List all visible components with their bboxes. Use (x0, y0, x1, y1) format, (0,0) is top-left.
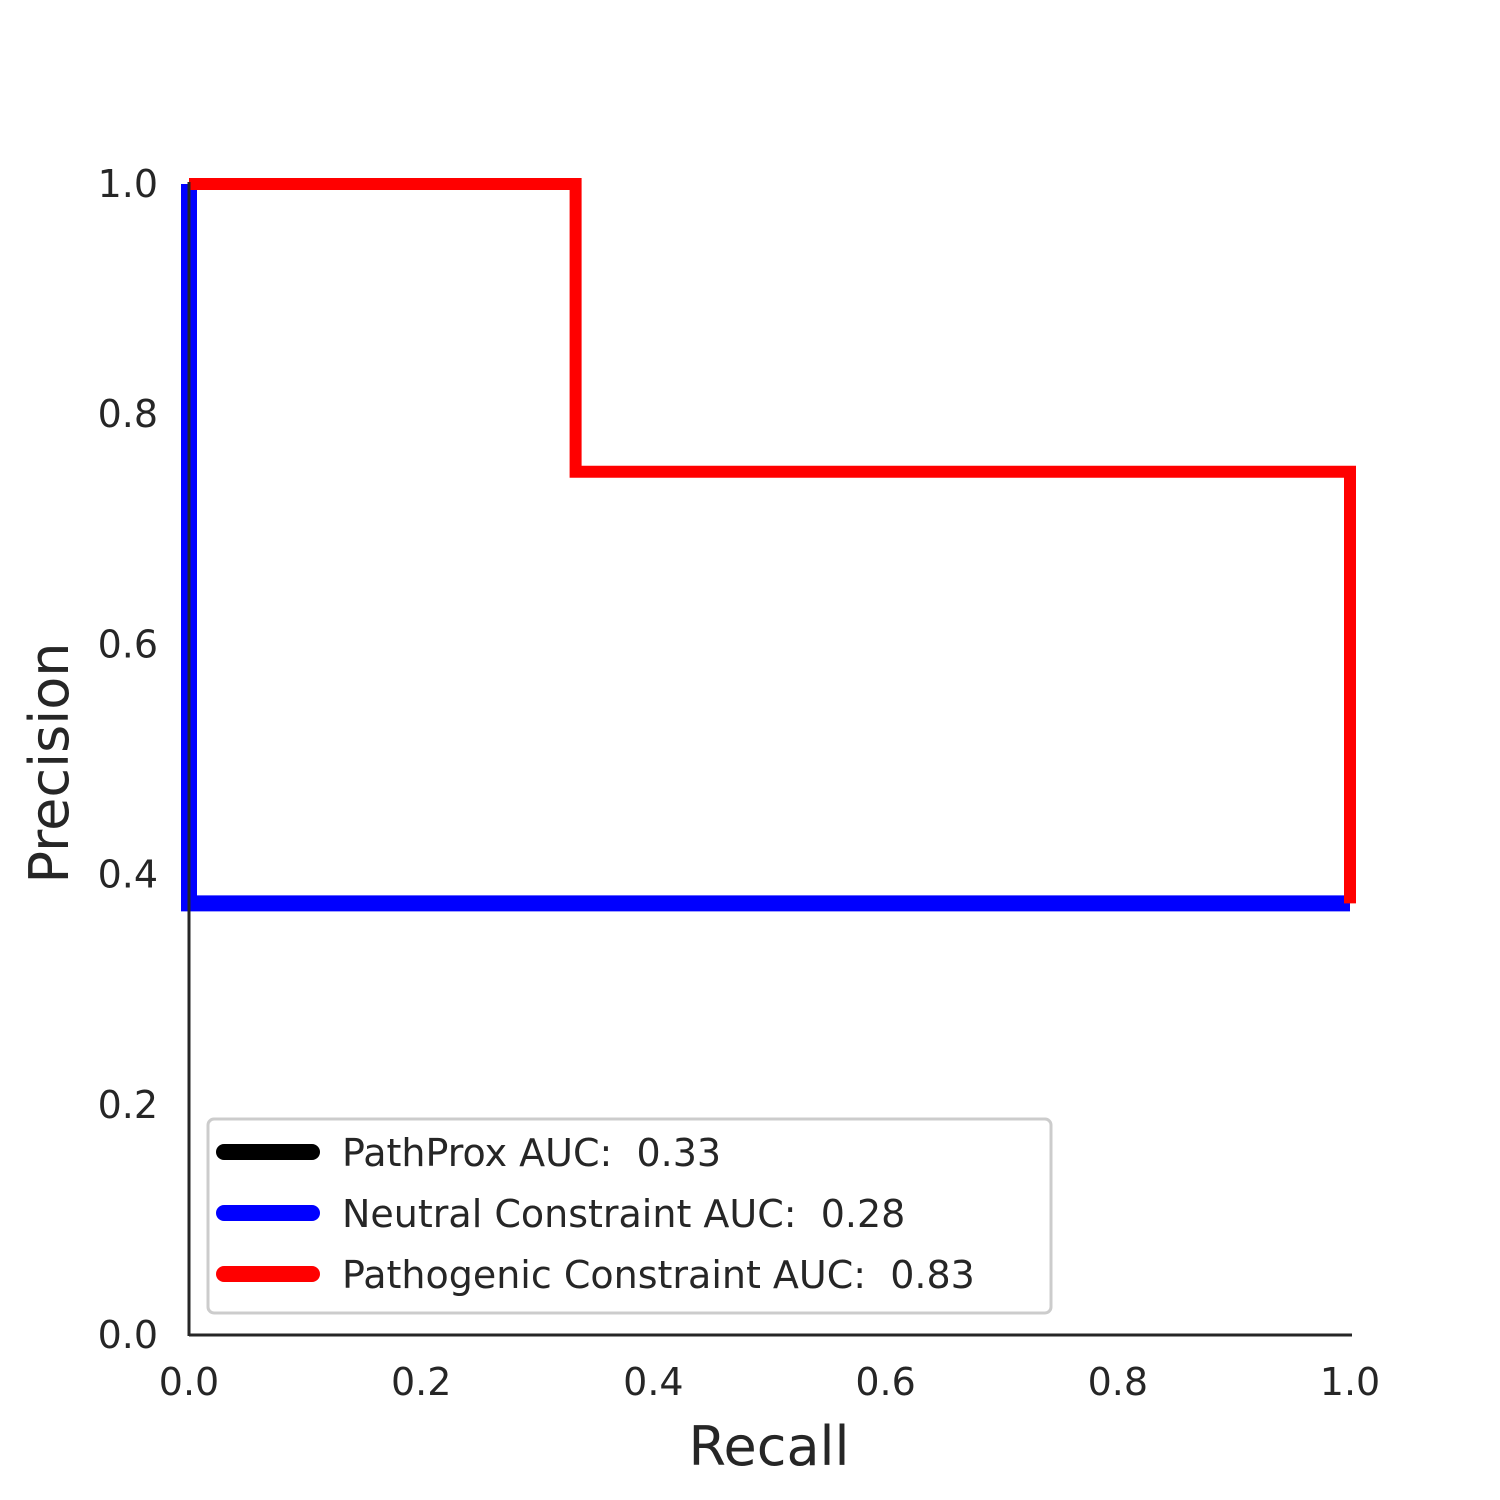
x-tick-label: 0.4 (623, 1360, 683, 1404)
x-tick-label: 0.0 (159, 1360, 219, 1404)
legend-items: PathProx AUC: 0.33 Neutral Constraint AUC… (216, 1131, 975, 1297)
legend-label: Pathogenic Constraint AUC: 0.83 (342, 1253, 975, 1297)
x-tick-label: 0.6 (855, 1360, 915, 1404)
y-tick-label: 0.2 (98, 1083, 158, 1127)
y-tick-label: 0.8 (98, 392, 158, 436)
series-line (189, 178, 1356, 904)
y-tick-labels: 0.0 0.2 0.4 0.6 0.8 1.0 (98, 162, 158, 1357)
y-tick-label: 0.4 (98, 853, 158, 897)
axes (187, 182, 1352, 1337)
x-tick-labels: 0.0 0.2 0.4 0.6 0.8 1.0 (159, 1360, 1380, 1404)
y-tick-label: 1.0 (98, 162, 158, 206)
x-tick-label: 0.2 (391, 1360, 451, 1404)
y-axis-label: Precision (18, 643, 81, 884)
legend-label: PathProx AUC: 0.33 (342, 1131, 721, 1175)
y-tick-label: 0.6 (98, 622, 158, 666)
x-tick-label: 1.0 (1320, 1360, 1380, 1404)
x-tick-label: 0.8 (1088, 1360, 1148, 1404)
y-tick-label: 0.0 (98, 1313, 158, 1357)
plot-lines (181, 178, 1356, 912)
series-line (181, 184, 1350, 912)
legend-box (206, 1117, 1053, 1315)
legend-label: Neutral Constraint AUC: 0.28 (342, 1192, 905, 1236)
legend: PathProx AUC: 0.33 Neutral Constraint AUC… (206, 1117, 1053, 1315)
x-axis-label: Recall (688, 1415, 849, 1478)
